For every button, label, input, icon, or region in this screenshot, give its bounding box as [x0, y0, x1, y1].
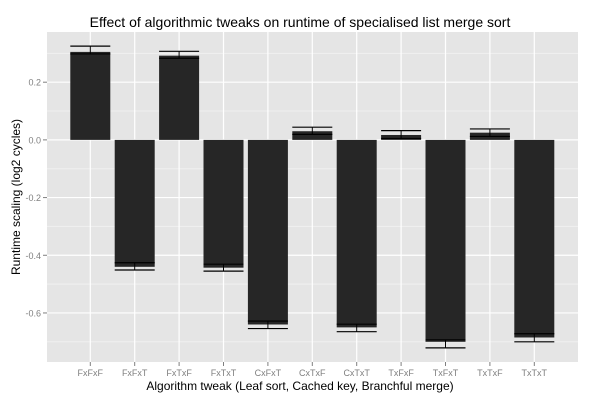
- y-axis: 0.2 0.0 -0.2 -0.4 -0.6: [25, 78, 47, 318]
- x-tick-label: FxTxT: [211, 368, 237, 378]
- bar-CxTxF: [292, 131, 333, 140]
- y-tick-label: -0.4: [25, 251, 41, 261]
- x-tick-label: FxTxF: [166, 368, 192, 378]
- bar-CxTxT: [336, 139, 377, 328]
- x-tick-label: TxTxT: [522, 368, 548, 378]
- bar-FxFxT: [114, 139, 155, 267]
- x-tick-label: FxFxF: [78, 368, 104, 378]
- bar-TxTxT: [514, 139, 555, 338]
- y-axis-label: Runtime scaling (log2 cycles): [9, 119, 23, 275]
- bar-FxTxT: [203, 139, 244, 268]
- y-tick-label: 0.0: [28, 135, 41, 145]
- x-axis: FxFxF FxFxT FxTxF FxTxT CxFxT CxTxF CxTxT TxFxF…: [78, 362, 548, 378]
- x-axis-label: Algorithm tweak (Leaf sort, Cached key, …: [146, 379, 453, 393]
- x-tick-label: TxTxF: [477, 368, 503, 378]
- x-tick-label: TxFxF: [388, 368, 414, 378]
- chart-title: Effect of algorithmic tweaks on runtime …: [90, 14, 511, 30]
- x-tick-label: CxTxF: [299, 368, 326, 378]
- y-tick-label: -0.6: [25, 308, 41, 318]
- x-tick-label: CxTxT: [343, 368, 370, 378]
- y-tick-label: -0.2: [25, 193, 41, 203]
- x-tick-label: TxFxT: [433, 368, 459, 378]
- bars: [70, 45, 555, 349]
- bar-TxFxT: [425, 139, 466, 342]
- bar-CxFxT: [247, 139, 288, 325]
- x-tick-label: CxFxT: [255, 368, 282, 378]
- y-tick-label: 0.2: [28, 78, 41, 88]
- x-tick-label: FxFxT: [122, 368, 148, 378]
- bar-FxFxF: [70, 51, 111, 140]
- bar-FxTxF: [159, 55, 200, 140]
